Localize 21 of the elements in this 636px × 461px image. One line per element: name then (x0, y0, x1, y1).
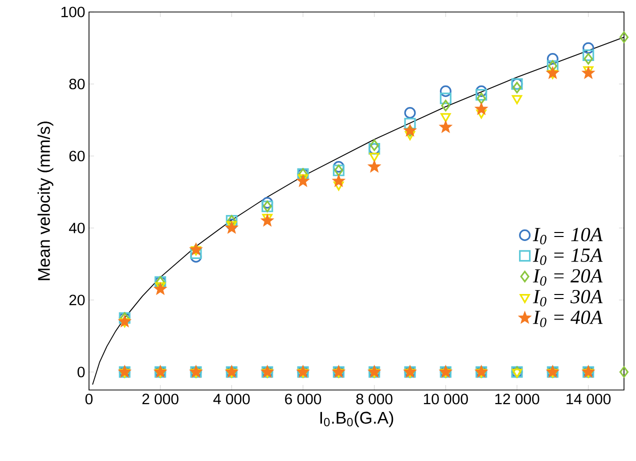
y-tick-label: 60 (69, 150, 85, 162)
x-tick-label: 6 000 (285, 394, 322, 404)
y-tick-label: 40 (69, 222, 85, 234)
x-tick-label: 2 000 (142, 394, 178, 404)
x-tick-label: 10 000 (424, 394, 468, 404)
legend-label: I$_{0}$ = 40A (532, 310, 603, 328)
y-tick-label: 80 (69, 78, 85, 90)
legend-label: I$_{0}$ = 30A (532, 290, 603, 306)
y-axis-title: Mean velocity (mm/s) (38, 122, 54, 280)
x-tick-label: 8 000 (356, 394, 392, 404)
legend-label: I$_{0}$ = 20A (532, 269, 603, 286)
x-tick-label: 0 (85, 394, 93, 404)
x-axis-title: I$_{0}$.B$_{0}$(G.A) (320, 411, 394, 428)
legend-label: I$_{0}$ = 10A (532, 228, 603, 244)
x-tick-label: 14 000 (566, 394, 611, 404)
x-tick-label: 12 000 (495, 394, 540, 404)
y-tick-label: 100 (61, 6, 85, 18)
x-tick-label: 4 000 (213, 394, 250, 404)
y-tick-label: 20 (69, 294, 85, 306)
y-tick-label: 0 (78, 366, 85, 378)
legend-label: I$_{0}$ = 15A (532, 248, 603, 265)
